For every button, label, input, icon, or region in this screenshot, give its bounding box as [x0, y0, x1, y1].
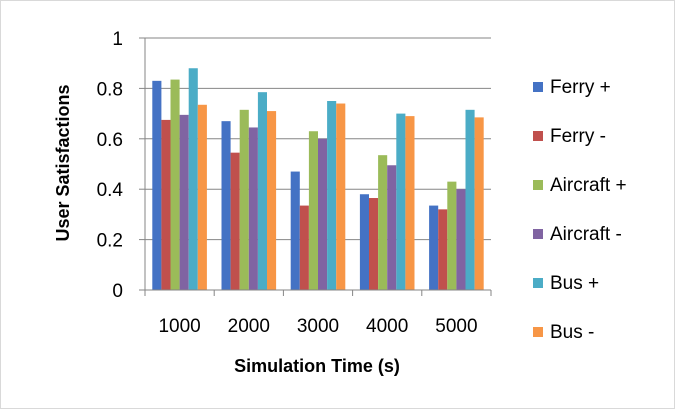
- legend-swatch: [533, 327, 543, 337]
- legend: Ferry + Ferry - Aircraft + Aircraft - Bus + B…: [533, 77, 627, 343]
- x-tick-labels: 1000 2000 3000 4000 5000: [158, 316, 477, 337]
- legend-label: Bus -: [550, 322, 594, 343]
- bar: [161, 119, 171, 291]
- legend-label: Ferry -: [550, 126, 606, 147]
- y-tick-label: 0.8: [97, 79, 123, 100]
- bar: [474, 117, 484, 290]
- x-tick-label: 2000: [228, 316, 270, 337]
- bar: [405, 116, 415, 291]
- x-axis-title: Simulation Time (s): [234, 356, 400, 376]
- bar: [359, 194, 369, 290]
- bar: [327, 101, 337, 290]
- bar: [308, 131, 318, 290]
- bar: [387, 165, 397, 290]
- y-tick-label: 0.4: [97, 180, 124, 201]
- legend-label: Bus +: [550, 273, 599, 294]
- bar: [396, 113, 406, 290]
- legend-swatch: [533, 131, 543, 141]
- bar: [465, 109, 475, 290]
- bar: [230, 152, 240, 290]
- bar: [257, 92, 267, 291]
- bar: [447, 181, 457, 290]
- y-tick-label: 0: [112, 281, 123, 302]
- x-tick-label: 5000: [435, 316, 477, 337]
- x-tick-label: 3000: [297, 316, 339, 337]
- x-tick-label: 1000: [158, 316, 200, 337]
- legend-label: Aircraft -: [550, 224, 622, 245]
- y-axis-title: User Satisfactions: [53, 84, 73, 241]
- legend-swatch: [533, 278, 543, 288]
- bar: [197, 104, 207, 290]
- y-tick-labels: 0 0.2 0.4 0.6 0.8 1: [97, 29, 124, 302]
- bar: [248, 127, 258, 291]
- bar: [290, 171, 300, 290]
- bar: [378, 155, 388, 290]
- bar: [456, 189, 466, 290]
- bar: [152, 80, 162, 290]
- bars: [152, 68, 484, 291]
- x-tick-label: 4000: [366, 316, 408, 337]
- y-tick-label: 0.6: [97, 130, 123, 151]
- y-tick-label: 1: [112, 29, 123, 50]
- bar: [299, 205, 309, 290]
- bar: [438, 209, 448, 290]
- bar: [336, 103, 346, 291]
- legend-label: Ferry +: [550, 77, 611, 98]
- legend-label: Aircraft +: [550, 175, 627, 196]
- legend-swatch: [533, 180, 543, 190]
- bar: [179, 114, 189, 290]
- legend-swatch: [533, 82, 543, 92]
- bar: [318, 138, 328, 290]
- bar: [170, 79, 180, 290]
- bar: [188, 68, 198, 291]
- y-tick-label: 0.2: [97, 231, 123, 252]
- bar: [429, 205, 439, 290]
- axes: [139, 37, 492, 296]
- bar: [239, 109, 249, 290]
- bar: [369, 198, 379, 290]
- bar: [221, 121, 231, 290]
- legend-swatch: [533, 229, 543, 239]
- bar: [267, 111, 277, 290]
